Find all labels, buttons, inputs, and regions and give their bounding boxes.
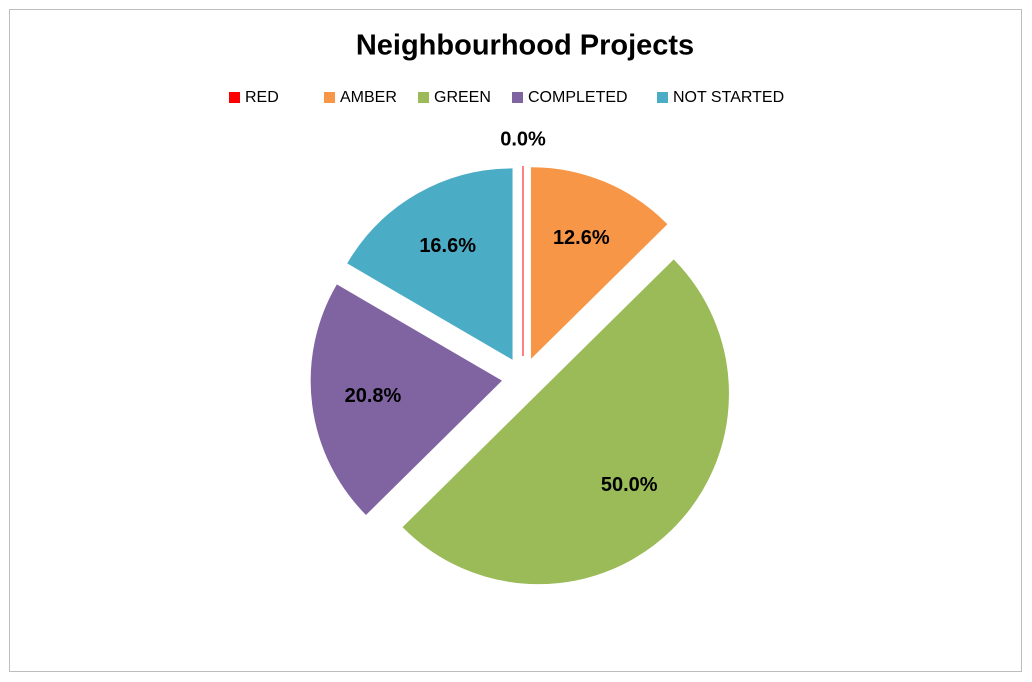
data-label: 16.6% xyxy=(419,235,476,257)
chart-title: Neighbourhood Projects xyxy=(356,30,694,62)
legend-label: NOT STARTED xyxy=(673,89,784,106)
legend-swatch xyxy=(324,92,335,103)
legend-swatch xyxy=(229,92,240,103)
data-label: 50.0% xyxy=(601,474,658,496)
pie-slice xyxy=(530,167,668,359)
pie-slice xyxy=(402,259,729,584)
data-label: 12.6% xyxy=(553,227,610,249)
legend-label: COMPLETED xyxy=(528,89,628,106)
legend-label: GREEN xyxy=(434,89,491,106)
legend-swatch xyxy=(512,92,523,103)
legend-swatch xyxy=(418,92,429,103)
legend-label: RED xyxy=(245,89,279,106)
data-label: 20.8% xyxy=(345,385,402,407)
legend-swatch xyxy=(657,92,668,103)
legend-label: AMBER xyxy=(340,89,397,106)
data-label: 0.0% xyxy=(500,128,546,150)
pie-slice xyxy=(310,284,502,515)
pie-slice xyxy=(347,168,513,360)
